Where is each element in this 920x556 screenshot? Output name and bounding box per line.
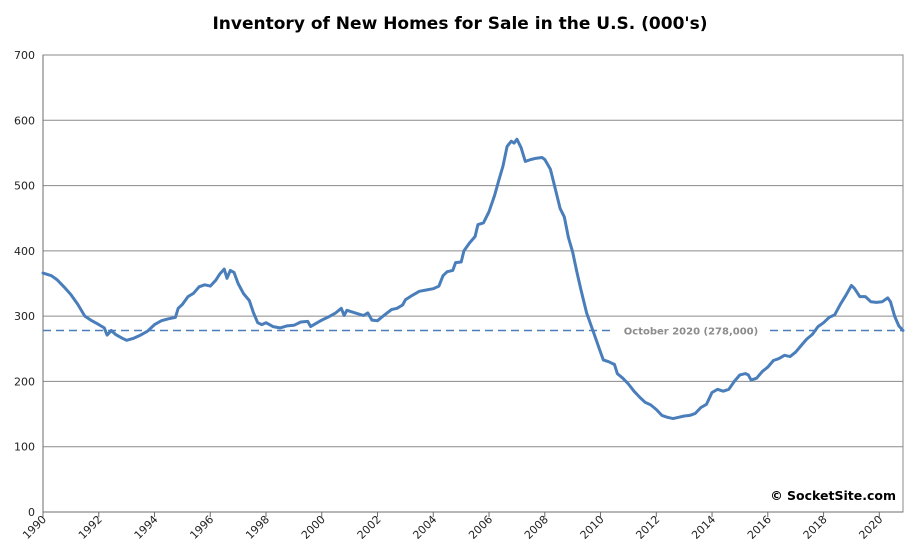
y-tick-label: 600 xyxy=(14,114,35,127)
x-tick-label: 2000 xyxy=(299,513,328,542)
x-tick-label: 2020 xyxy=(856,513,885,542)
x-tick-label: 2014 xyxy=(689,513,718,542)
x-tick-label: 2012 xyxy=(633,513,662,542)
x-tick-label: 1994 xyxy=(132,513,161,542)
x-axis-ticks: 1990 1992 1994 1996 1998 2000 2002 2004 2006 2008… xyxy=(20,512,885,542)
y-tick-label: 400 xyxy=(14,245,35,258)
y-tick-label: 500 xyxy=(14,180,35,193)
x-tick-label: 1992 xyxy=(76,513,105,542)
x-tick-label: 2016 xyxy=(745,513,774,542)
reference-line-group: October 2020 (278,000) xyxy=(43,327,903,338)
x-tick-label: 2010 xyxy=(578,513,607,542)
x-tick-label: 2002 xyxy=(355,513,384,542)
x-tick-label: 2004 xyxy=(410,513,439,542)
y-tick-label: 0 xyxy=(28,506,35,519)
reference-line-label: October 2020 (278,000) xyxy=(624,327,758,338)
copyright-annotation: © SocketSite.com xyxy=(770,488,896,503)
series-line xyxy=(41,137,905,421)
x-tick-label: 1990 xyxy=(20,513,49,542)
plot-area-border xyxy=(42,54,904,513)
y-tick-label: 100 xyxy=(14,441,35,454)
x-tick-label: 1998 xyxy=(243,513,272,542)
series-group xyxy=(41,137,905,421)
y-tick-label: 300 xyxy=(14,310,35,323)
y-axis-ticks: 0 100 200 300 400 500 600 700 xyxy=(14,49,35,519)
x-tick-label: 2006 xyxy=(466,513,495,542)
axes xyxy=(42,54,904,513)
x-tick-label: 2018 xyxy=(801,513,830,542)
x-tick-label: 2008 xyxy=(522,513,551,542)
y-tick-label: 200 xyxy=(14,375,35,388)
chart-title: Inventory of New Homes for Sale in the U… xyxy=(212,14,708,34)
gridlines xyxy=(43,54,903,448)
x-tick-label: 1996 xyxy=(187,513,216,542)
y-tick-label: 700 xyxy=(14,49,35,62)
